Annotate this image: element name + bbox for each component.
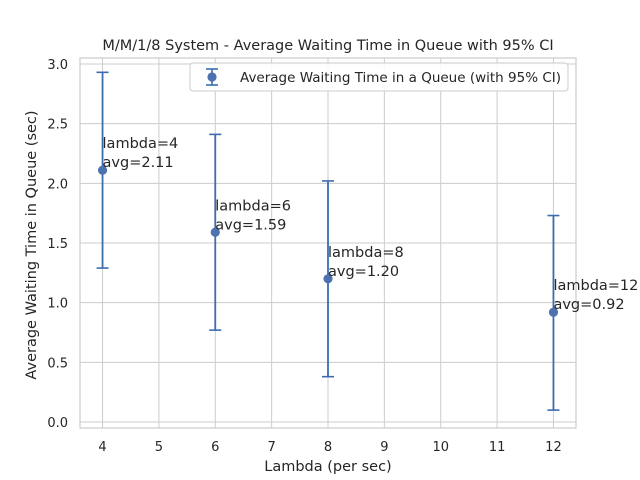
y-tick-label: 2.5 bbox=[47, 118, 68, 133]
annotation-avg: avg=0.92 bbox=[553, 297, 624, 313]
annotation-avg: avg=1.59 bbox=[215, 217, 286, 233]
annotation-avg: avg=2.11 bbox=[103, 155, 174, 171]
x-tick-label: 11 bbox=[489, 440, 506, 455]
data-point bbox=[210, 227, 220, 237]
y-tick-label: 0.0 bbox=[47, 416, 68, 431]
annotation-lambda: lambda=6 bbox=[215, 198, 291, 214]
x-tick-label: 10 bbox=[432, 440, 449, 455]
y-tick-label: 0.5 bbox=[47, 356, 68, 371]
data-point bbox=[548, 307, 559, 317]
x-tick-label: 9 bbox=[380, 440, 388, 455]
y-tick-label: 1.0 bbox=[47, 297, 68, 312]
legend-marker bbox=[207, 72, 217, 82]
x-tick-label: 7 bbox=[267, 440, 275, 455]
x-axis-ticks: 4 5 6 7 8 9 10 11 12 bbox=[98, 440, 561, 455]
y-tick-label: 2.0 bbox=[47, 177, 68, 192]
x-tick-label: 8 bbox=[324, 440, 332, 455]
x-tick-label: 5 bbox=[155, 440, 163, 455]
chart-title: M/M/1/8 System - Average Waiting Time in… bbox=[102, 38, 553, 54]
point-annotations: lambda=4 avg=2.11 lambda=6 avg=1.59 lambda=8… bbox=[103, 136, 639, 313]
y-tick-label: 1.5 bbox=[47, 237, 68, 252]
annotation-lambda: lambda=4 bbox=[103, 136, 179, 152]
y-axis-label: Average Waiting Time in Queue (sec) bbox=[24, 110, 40, 379]
annotation-lambda: lambda=12 bbox=[553, 278, 638, 294]
data-point bbox=[323, 274, 333, 284]
annotation-lambda: lambda=8 bbox=[328, 245, 404, 261]
x-axis-label: Lambda (per sec) bbox=[264, 459, 391, 475]
x-tick-label: 12 bbox=[545, 440, 562, 455]
legend-label: Average Waiting Time in a Queue (with 95… bbox=[240, 70, 561, 86]
data-points bbox=[97, 165, 559, 317]
plot-area bbox=[79, 57, 577, 429]
legend-box bbox=[189, 62, 569, 92]
x-tick-label: 6 bbox=[211, 440, 219, 455]
y-axis-ticks: 0.0 0.5 1.0 1.5 2.0 2.5 3.0 bbox=[47, 58, 68, 431]
legend: Average Waiting Time in a Queue (with 95… bbox=[189, 62, 569, 92]
y-tick-label: 3.0 bbox=[47, 58, 68, 73]
x-tick-label: 4 bbox=[98, 440, 106, 455]
annotation-avg: avg=1.20 bbox=[328, 264, 399, 280]
data-point bbox=[97, 165, 108, 175]
